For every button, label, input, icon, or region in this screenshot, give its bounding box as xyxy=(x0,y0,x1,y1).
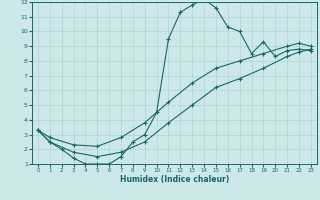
X-axis label: Humidex (Indice chaleur): Humidex (Indice chaleur) xyxy=(120,175,229,184)
